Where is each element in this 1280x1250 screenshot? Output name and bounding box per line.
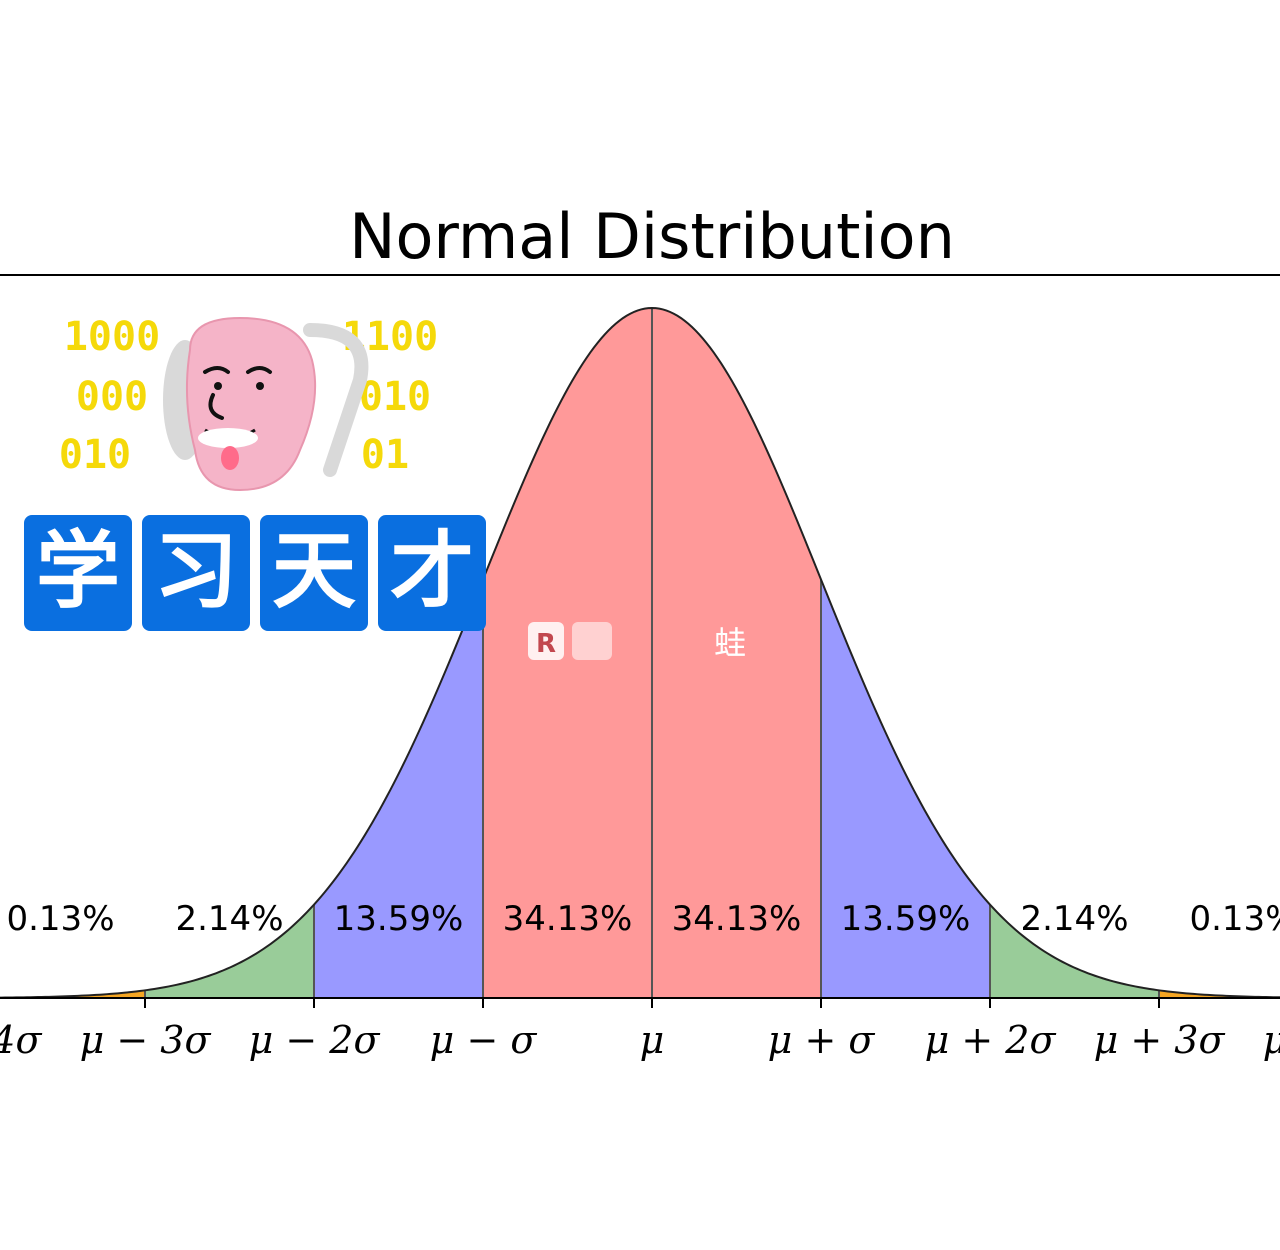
x-tick-label: μ − 3σ bbox=[80, 1018, 212, 1062]
region-6 bbox=[990, 904, 1159, 998]
sticker-binary-text: 000 bbox=[76, 374, 148, 420]
cartoon-face-icon bbox=[163, 316, 369, 492]
x-tick-label: μ − σ bbox=[430, 1018, 538, 1062]
x-tick-label: μ + 2σ bbox=[925, 1018, 1057, 1062]
svg-text:R: R bbox=[536, 629, 556, 659]
x-tick-label: μ + 3σ bbox=[1094, 1018, 1226, 1062]
sticker-tile bbox=[24, 515, 132, 631]
x-tick-label: μ − 4σ bbox=[0, 1018, 42, 1062]
sticker-binary-text: 010 bbox=[59, 432, 131, 478]
sticker-binary-text: 010 bbox=[359, 374, 431, 420]
region-3 bbox=[483, 308, 652, 998]
sticker-tile bbox=[260, 515, 368, 631]
sticker-binary-text: 01 bbox=[361, 432, 409, 478]
region-percent-label: 13.59% bbox=[841, 899, 971, 939]
sticker-char: 才 bbox=[390, 522, 474, 620]
region-4 bbox=[652, 308, 821, 998]
region-1 bbox=[145, 904, 314, 998]
sticker-binary-text: 1000 bbox=[64, 314, 160, 360]
x-tick-label: μ + 4σ bbox=[1263, 1018, 1280, 1062]
region-percent-label: 34.13% bbox=[503, 899, 633, 939]
x-tick-label: μ + σ bbox=[768, 1018, 876, 1062]
sticker-char: 天 bbox=[272, 522, 356, 620]
sticker-overlay: 1000 1100000 010010 01 学习天才 bbox=[24, 314, 486, 631]
sticker-char: 习 bbox=[154, 522, 238, 620]
region-percent-label: 34.13% bbox=[672, 899, 802, 939]
region-percent-label: 2.14% bbox=[1020, 899, 1128, 939]
sticker-tile bbox=[142, 515, 250, 631]
watermark: R 蛙 bbox=[528, 622, 746, 662]
region-percent-label: 0.13% bbox=[1189, 899, 1280, 939]
x-tick-label: μ − 2σ bbox=[249, 1018, 381, 1062]
region-percent-label: 2.14% bbox=[175, 899, 283, 939]
x-tick-label: μ bbox=[640, 1018, 665, 1062]
sticker-char: 学 bbox=[36, 522, 120, 620]
region-7 bbox=[1159, 990, 1280, 998]
watermark-text: 蛙 bbox=[714, 624, 746, 662]
density-curve bbox=[0, 306, 1280, 999]
region-0 bbox=[0, 990, 145, 998]
region-percent-label: 13.59% bbox=[334, 899, 464, 939]
region-percent-label: 0.13% bbox=[6, 899, 114, 939]
chart-title: Normal Distribution bbox=[349, 200, 955, 273]
sticker-tile bbox=[378, 515, 486, 631]
